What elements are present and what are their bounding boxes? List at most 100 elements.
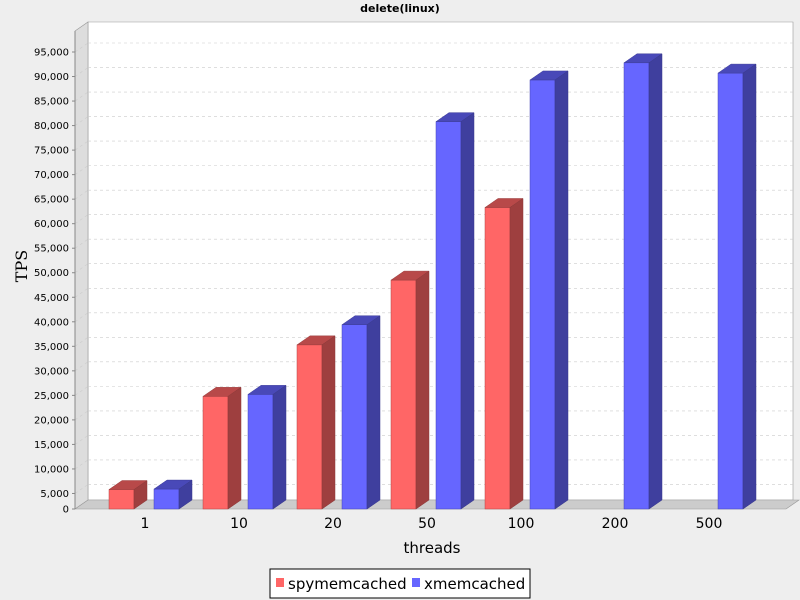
- gridline-side: [74, 361, 89, 372]
- legend-label: spymemcached: [288, 575, 407, 593]
- chart-title: delete(linux): [360, 2, 440, 15]
- y-axis-label: TPS: [12, 250, 31, 282]
- bar-spymemcached-100: [484, 198, 524, 510]
- bar-spymemcached-1: [108, 480, 148, 510]
- y-tick-label: 80,000: [34, 121, 69, 132]
- y-tick-label: 60,000: [34, 219, 69, 230]
- bar-xmemcached-1: [153, 479, 193, 510]
- gridline-side: [74, 42, 89, 53]
- gridline-side: [74, 116, 89, 126]
- bar-front: [202, 396, 229, 510]
- bar-side: [178, 479, 193, 510]
- y-tick-label: 50,000: [34, 268, 69, 279]
- y-tick-label: 45,000: [34, 293, 69, 304]
- bar-side: [366, 315, 381, 510]
- bar-xmemcached-20: [341, 315, 381, 510]
- bar-side: [415, 270, 430, 510]
- x-tick-label: 50: [418, 516, 436, 532]
- bar-front: [296, 344, 323, 510]
- y-tick-label: 0: [63, 505, 69, 516]
- legend-item-xmemcached: xmemcached: [412, 575, 525, 593]
- gridline-side: [74, 484, 89, 494]
- bar-side: [648, 53, 663, 510]
- gridline-side: [74, 459, 89, 470]
- legend-box: [269, 568, 531, 599]
- x-axis: 1 10 20 50 100 200 500: [141, 516, 723, 532]
- y-tick-label: 55,000: [34, 244, 69, 255]
- y-tick-label: 35,000: [34, 342, 69, 353]
- bar-side: [460, 112, 475, 510]
- gridline-side: [74, 288, 89, 298]
- gridline-side: [74, 214, 89, 224]
- y-tick-label: 15,000: [34, 440, 69, 451]
- bar-front: [484, 207, 511, 510]
- gridline-side: [74, 165, 89, 175]
- x-tick-label: 20: [324, 516, 342, 532]
- y-tick-label: 5,000: [40, 489, 69, 500]
- bar-front: [529, 79, 556, 510]
- bar-spymemcached-50: [390, 270, 430, 510]
- y-tick-label: 75,000: [34, 146, 69, 157]
- bar-xmemcached-200: [623, 53, 663, 510]
- y-tick-label: 40,000: [34, 317, 69, 328]
- gridline-side: [74, 410, 89, 421]
- bar-side: [554, 70, 569, 510]
- x-tick-label: 500: [696, 516, 723, 532]
- gridline-side: [74, 140, 89, 151]
- bar-side: [509, 198, 524, 510]
- bar-side: [321, 335, 336, 510]
- bar-front: [108, 489, 135, 510]
- bar-front: [717, 72, 744, 510]
- y-tick-label: 65,000: [34, 195, 69, 206]
- plot-side-wall: [74, 21, 89, 510]
- bar-front: [341, 324, 368, 510]
- bar-xmemcached-100: [529, 70, 569, 510]
- gridline-side: [74, 91, 89, 102]
- y-axis: 0 5,000 10,000 15,000 20,000 25,000 30,000 35,0…: [34, 31, 76, 516]
- y-tick-label: 20,000: [34, 415, 69, 426]
- x-tick-label: 100: [508, 516, 535, 532]
- bars: [108, 53, 757, 510]
- gridline-side: [74, 263, 89, 273]
- x-tick-label: 1: [141, 516, 150, 532]
- gridline-side: [74, 337, 89, 347]
- y-tick-label: 70,000: [34, 170, 69, 181]
- bar-side: [742, 63, 757, 510]
- x-tick-label: 200: [602, 516, 629, 532]
- x-tick-label: 10: [230, 516, 248, 532]
- x-axis-label: threads: [404, 539, 461, 557]
- bar-front: [153, 488, 180, 510]
- gridline-side: [74, 386, 89, 396]
- gridline-side: [74, 435, 89, 445]
- gridline-side: [74, 189, 89, 200]
- gridlines: [74, 42, 793, 494]
- bar-side: [133, 480, 148, 510]
- y-tick-label: 30,000: [34, 366, 69, 377]
- gridline-side: [74, 238, 89, 249]
- bar-spymemcached-10: [202, 386, 242, 510]
- bar-side: [227, 386, 242, 510]
- bar-side: [272, 384, 287, 510]
- y-tick-label: 95,000: [34, 48, 69, 59]
- legend-label: xmemcached: [424, 575, 525, 593]
- legend: spymemcached xmemcached: [269, 568, 531, 599]
- bar-spymemcached-20: [296, 335, 336, 510]
- bar-front: [623, 62, 650, 510]
- legend-item-spymemcached: spymemcached: [276, 575, 407, 593]
- y-tick-label: 10,000: [34, 464, 69, 475]
- bar-front: [247, 394, 274, 510]
- legend-swatch: [412, 578, 420, 587]
- y-tick-label: 25,000: [34, 391, 69, 402]
- legend-swatch: [276, 578, 284, 587]
- bar-front: [390, 279, 417, 510]
- y-tick-label: 90,000: [34, 72, 69, 83]
- bar-xmemcached-10: [247, 384, 287, 510]
- gridline-side: [74, 312, 89, 323]
- bar-front: [435, 121, 462, 510]
- gridline-side: [74, 67, 89, 77]
- y-tick-label: 85,000: [34, 97, 69, 108]
- bar-xmemcached-50: [435, 112, 475, 510]
- bar-xmemcached-500: [717, 63, 757, 510]
